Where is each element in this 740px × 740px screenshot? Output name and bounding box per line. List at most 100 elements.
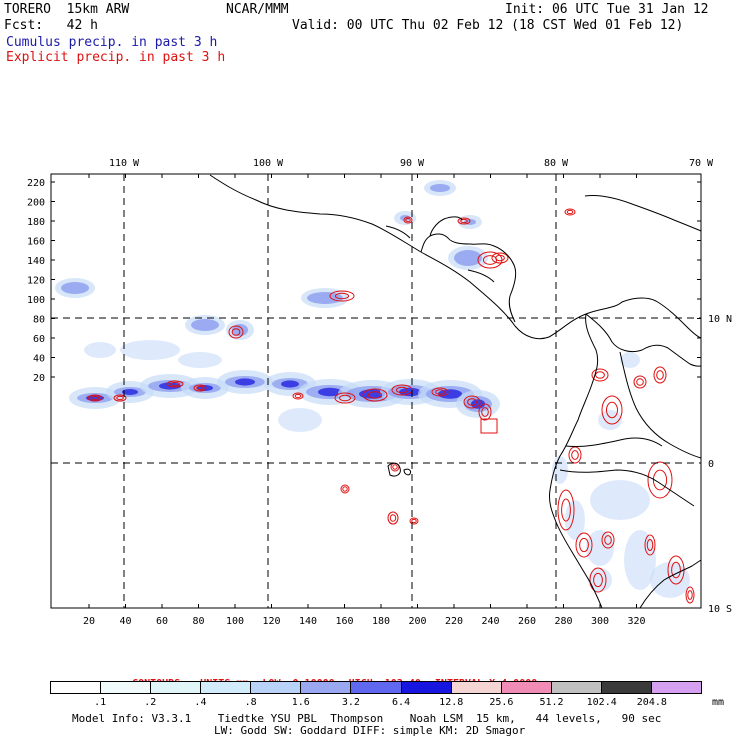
x-tick-label: 220 xyxy=(445,616,463,627)
explicit-contour-inner xyxy=(652,469,668,491)
x-tick-label: 140 xyxy=(299,616,317,627)
explicit-contour xyxy=(685,586,695,604)
precip-heavy xyxy=(281,380,299,388)
explicit-contour xyxy=(292,392,304,400)
colorbar-cell xyxy=(401,682,452,693)
precip-light xyxy=(588,568,612,592)
explicit-contour xyxy=(166,380,184,388)
coast-south-america-north xyxy=(585,313,702,367)
explicit-contour xyxy=(477,251,503,269)
x-tick-label: 100 xyxy=(226,616,244,627)
precip-light xyxy=(120,340,180,360)
explicit-contour-inner xyxy=(636,378,644,386)
explicit-contour xyxy=(601,395,623,425)
explicit-contour xyxy=(431,387,449,397)
colorbar-cell xyxy=(101,682,152,693)
explicit-contour xyxy=(228,325,244,339)
explicit-contour xyxy=(633,375,647,389)
explicit-contour xyxy=(589,567,607,593)
precip-layer xyxy=(55,180,695,604)
x-tick-label: 160 xyxy=(335,616,353,627)
precip-light xyxy=(178,352,222,368)
explicit-contour-inner xyxy=(411,518,417,524)
lat-label: 10 S xyxy=(708,604,732,615)
explicit-contour xyxy=(340,484,350,494)
explicit-contour-inner xyxy=(170,381,180,387)
explicit-contour xyxy=(403,216,413,224)
x-tick-label: 180 xyxy=(372,616,390,627)
lon-label: 90 W xyxy=(400,158,425,169)
precip-moderate xyxy=(430,184,450,192)
explicit-contour-inner xyxy=(460,218,468,224)
precip-heavy xyxy=(122,389,138,395)
explicit-contour xyxy=(113,394,127,402)
explicit-contour-inner xyxy=(495,254,505,262)
organization: NCAR/MMM xyxy=(226,2,289,17)
coast-borders-5 xyxy=(559,469,695,507)
explicit-contour-inner xyxy=(671,561,681,579)
coast-galapagos-2 xyxy=(403,468,411,476)
x-tick-label: 260 xyxy=(518,616,536,627)
explicit-contour xyxy=(362,388,388,402)
explicit-contour-inner xyxy=(367,391,383,399)
init-time: Init: 06 UTC Tue 31 Jan 12 xyxy=(505,2,709,17)
explicit-contour-inner xyxy=(342,486,348,492)
forecast-hour: Fcst: 42 h xyxy=(4,18,98,33)
x-tick-label: 20 xyxy=(83,616,95,627)
explicit-contour-inner xyxy=(116,395,124,401)
lon-label: 70 W xyxy=(689,158,714,169)
explicit-contour-inner xyxy=(231,328,241,336)
explicit-contour xyxy=(644,534,656,556)
coast-mexico-central-america xyxy=(209,174,702,340)
precip-heavy xyxy=(235,378,255,386)
lat-label: 10 N xyxy=(708,314,732,325)
colorbar-cell xyxy=(501,682,552,693)
colorbar-label: 12.8 xyxy=(439,697,464,708)
lon-label: 110 W xyxy=(109,158,140,169)
explicit-contour xyxy=(387,511,399,525)
x-tick-label: 280 xyxy=(554,616,572,627)
precip-moderate xyxy=(232,324,248,336)
colorbar-label: 6.4 xyxy=(392,697,411,708)
y-tick-label: 80 xyxy=(33,315,45,326)
grid-lines xyxy=(51,174,701,608)
explicit-contour xyxy=(478,403,492,421)
map-frame xyxy=(50,173,702,609)
precip-heavy xyxy=(471,399,485,409)
y-tick-label: 20 xyxy=(33,373,45,384)
y-tick-label: 200 xyxy=(27,198,45,209)
explicit-contour xyxy=(591,368,609,382)
colorbar xyxy=(50,681,702,694)
model-info-line2: LW: Godd SW: Goddard DIFF: simple KM: 2D… xyxy=(214,724,526,737)
explicit-contour xyxy=(575,532,593,558)
precip-moderate xyxy=(61,282,89,294)
colorbar-label: 51.2 xyxy=(539,697,564,708)
coast-yucatan-caribbean xyxy=(420,233,517,323)
coast-south-america-west xyxy=(549,313,603,609)
colorbar-label: 3.2 xyxy=(341,697,360,708)
explicit-contour-box xyxy=(480,418,498,434)
colorbar-cell xyxy=(601,682,652,693)
colorbar-cell xyxy=(51,682,102,693)
x-tick-label: 40 xyxy=(119,616,131,627)
x-tick-label: 60 xyxy=(156,616,168,627)
colorbar-cell xyxy=(351,682,402,693)
y-tick-label: 180 xyxy=(27,217,45,228)
explicit-contour-inner xyxy=(467,398,477,406)
coast-borders-4 xyxy=(565,437,663,447)
explicit-contour-inner xyxy=(656,370,664,380)
precip-light xyxy=(278,408,322,432)
explicit-contour xyxy=(647,461,673,499)
model-title: TORERO 15km ARW xyxy=(4,2,130,17)
x-tick-label: 120 xyxy=(262,616,280,627)
explicit-contour-inner xyxy=(435,389,445,395)
colorbar-cell xyxy=(151,682,202,693)
precip-light xyxy=(586,530,614,566)
precip-light xyxy=(620,352,640,368)
x-tick-label: 200 xyxy=(408,616,426,627)
explicit-contour-inner xyxy=(561,498,571,522)
explicit-contour xyxy=(601,531,615,549)
explicit-contour xyxy=(568,446,582,464)
precip-light xyxy=(624,530,656,590)
colorbar-unit: mm xyxy=(711,697,725,708)
